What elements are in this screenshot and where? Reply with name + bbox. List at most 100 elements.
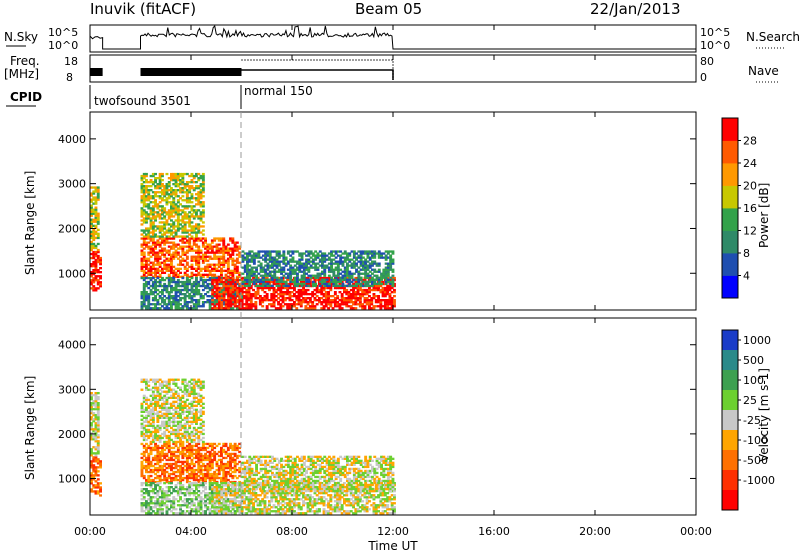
echo-cell — [350, 262, 354, 265]
echo-cell — [190, 235, 194, 238]
echo-cell — [238, 247, 242, 250]
echo-cell — [145, 199, 148, 202]
echo-cell — [318, 258, 322, 261]
echo-cell — [282, 258, 286, 261]
echo-cell — [156, 213, 160, 216]
echo-cell — [213, 305, 217, 308]
echo-cell — [192, 211, 196, 214]
echo-cell — [199, 174, 203, 178]
echo-cell — [226, 247, 230, 250]
echo-cell — [174, 436, 178, 440]
echo-cell — [90, 474, 93, 477]
echo-cell — [92, 474, 96, 477]
echo-cell — [161, 193, 164, 196]
echo-cell — [163, 195, 167, 198]
echo-cell — [195, 209, 198, 212]
echo-cell — [289, 274, 293, 277]
echo-cell — [174, 267, 178, 270]
echo-cell — [374, 295, 378, 298]
echo-cell — [179, 496, 182, 499]
echo-cell — [302, 266, 306, 269]
echo-cell — [195, 280, 198, 284]
echo-cell — [231, 446, 235, 450]
echo-cell — [149, 432, 153, 436]
echo-cell — [181, 297, 185, 300]
echo-cell — [201, 203, 205, 206]
echo-cell — [185, 444, 189, 448]
echo-cell — [357, 280, 361, 283]
echo-cell — [197, 466, 201, 470]
echo-cell — [215, 295, 219, 298]
echo-cell — [227, 276, 230, 280]
echo-cell — [163, 233, 167, 236]
echo-cell — [94, 252, 98, 256]
echo-cell — [188, 191, 192, 194]
echo-cell — [176, 488, 180, 491]
echo-cell — [181, 179, 185, 182]
echo-cell — [390, 305, 394, 308]
echo-cell — [92, 279, 96, 282]
echo-cell — [172, 303, 176, 306]
echo-cell — [305, 264, 308, 267]
echo-cell — [158, 490, 162, 493]
echo-cell — [94, 426, 98, 429]
echo-cell — [222, 237, 226, 240]
echo-cell — [224, 273, 228, 276]
echo-cell — [325, 258, 329, 261]
echo-cell — [154, 269, 157, 272]
echo-cell — [391, 258, 395, 261]
echo-cell — [174, 384, 178, 387]
echo-cell — [380, 254, 383, 257]
echo-cell — [358, 293, 362, 296]
echo-cell — [90, 464, 93, 467]
echo-cell — [183, 428, 187, 432]
echo-cell — [154, 245, 157, 248]
echo-cell — [368, 256, 372, 259]
echo-cell — [289, 260, 293, 263]
echo-cell — [151, 207, 155, 210]
echo-cell — [206, 454, 210, 458]
echo-cell — [179, 235, 182, 238]
echo-cell — [364, 264, 368, 267]
echo-cell — [252, 276, 255, 280]
echo-cell — [298, 268, 302, 271]
echo-cell — [201, 255, 205, 258]
echo-cell — [188, 452, 192, 456]
echo-cell — [163, 408, 167, 411]
echo-cell — [318, 284, 322, 287]
echo-cell — [190, 432, 194, 436]
echo-cell — [174, 428, 178, 432]
echo-cell — [343, 297, 346, 300]
echo-cell — [140, 484, 144, 487]
echo-cell — [357, 254, 361, 257]
echo-cell — [183, 390, 187, 393]
echo-cell — [181, 400, 185, 403]
echo-cell — [145, 468, 148, 472]
echo-cell — [215, 251, 219, 254]
echo-cell — [238, 299, 242, 302]
echo-cell — [366, 254, 370, 257]
echo-cell — [197, 418, 201, 421]
echo-cell — [149, 452, 153, 456]
echo-cell — [199, 472, 203, 476]
echo-cell — [382, 268, 386, 271]
echo-cell — [386, 291, 390, 294]
echo-cell — [380, 256, 383, 259]
cpid-label: CPID — [10, 90, 42, 104]
echo-cell — [174, 432, 178, 436]
echo-cell — [156, 454, 160, 458]
echo-cell — [154, 446, 157, 450]
echo-cell — [154, 442, 157, 446]
echo-cell — [149, 512, 153, 515]
echo-cell — [224, 280, 228, 284]
echo-cell — [383, 286, 387, 290]
echo-cell — [158, 291, 162, 294]
echo-cell — [204, 278, 207, 282]
echo-cell — [358, 303, 362, 306]
echo-cell — [199, 400, 203, 403]
echo-cell — [210, 446, 214, 450]
echo-cell — [183, 235, 187, 238]
echo-cell — [383, 291, 387, 294]
echo-cell — [92, 404, 96, 407]
echo-cell — [142, 454, 146, 458]
